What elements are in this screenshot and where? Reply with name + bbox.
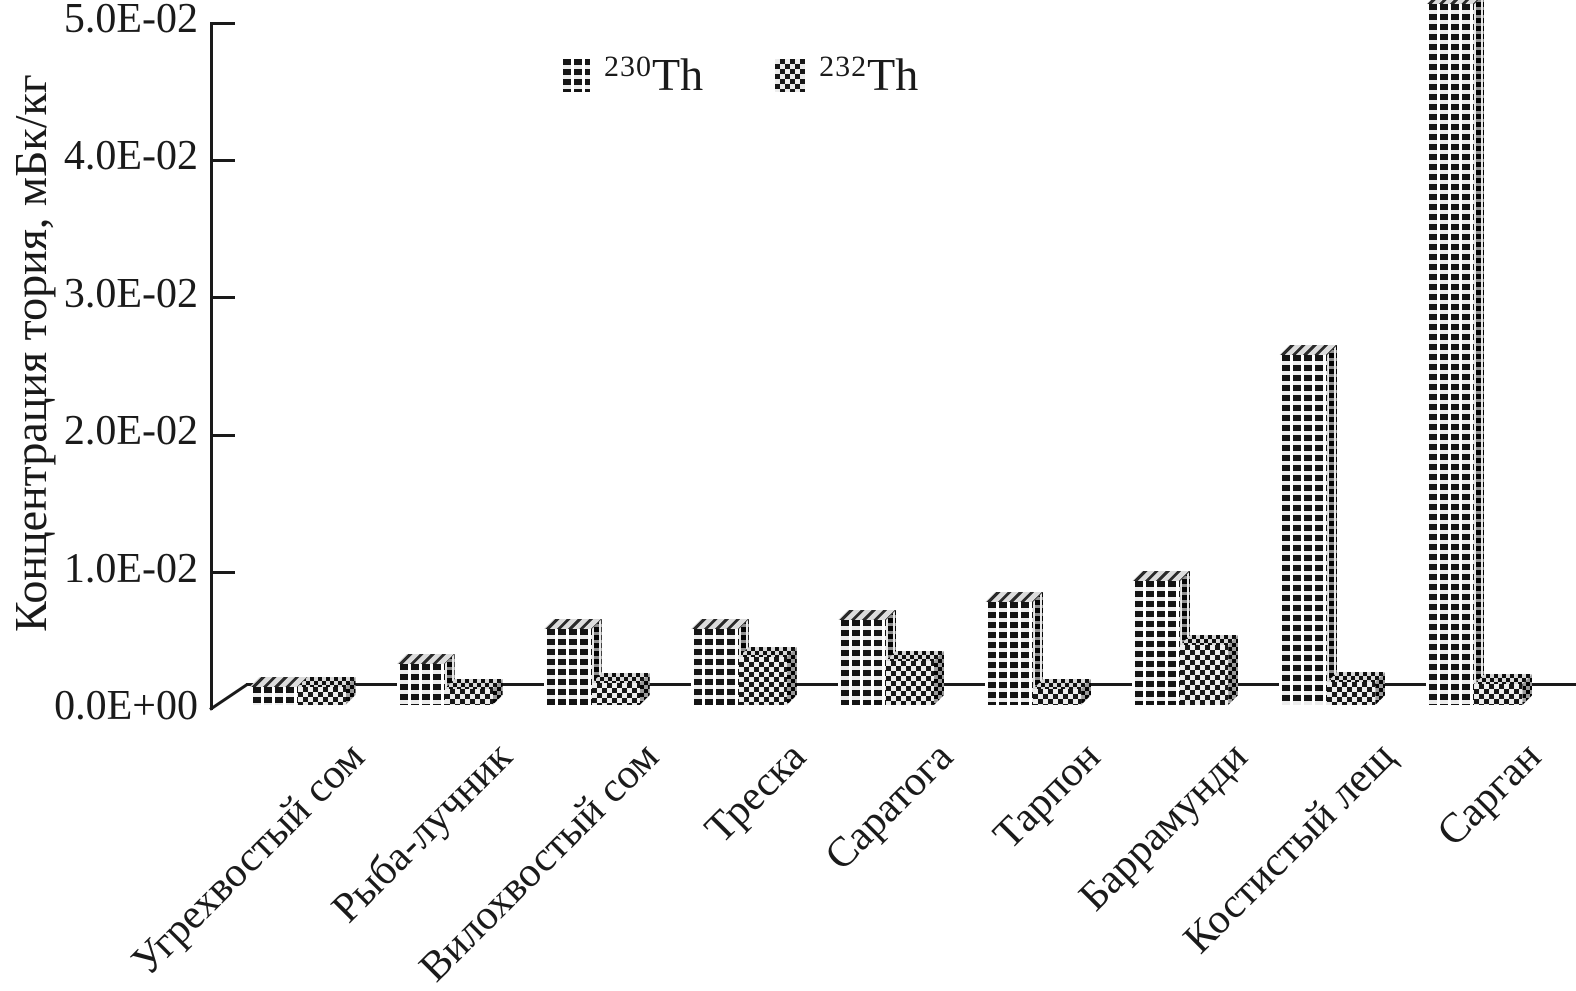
bar-230th bbox=[1279, 355, 1328, 705]
legend-label-232th: 232Th bbox=[819, 52, 918, 98]
bar-group bbox=[985, 602, 1082, 705]
y-tick-mark bbox=[210, 21, 235, 25]
bar-230th bbox=[690, 629, 739, 705]
bar-232th bbox=[738, 657, 787, 705]
legend-swatch-232th-pattern bbox=[775, 58, 806, 92]
y-tick-mark bbox=[210, 433, 235, 437]
y-tick-mark bbox=[210, 571, 235, 575]
legend-swatch-230th-pattern bbox=[560, 58, 590, 92]
x-category-label: Треска bbox=[696, 733, 815, 853]
bar-232th bbox=[297, 687, 346, 705]
y-tick-mark bbox=[210, 158, 235, 162]
y-tick-label: 0.0E+00 bbox=[54, 683, 198, 729]
bar-group bbox=[838, 620, 934, 705]
bar-232th bbox=[1327, 682, 1376, 705]
y-axis-line bbox=[210, 23, 213, 710]
y-tick-label: 3.0E-02 bbox=[63, 270, 198, 317]
bar-230th bbox=[838, 620, 886, 705]
bar-232th bbox=[591, 683, 640, 705]
x-category-label: Сарган bbox=[1428, 733, 1551, 856]
bar-230th bbox=[1426, 4, 1475, 705]
bar-230th bbox=[396, 664, 445, 705]
bar-232th bbox=[1474, 684, 1523, 705]
bar-group bbox=[1132, 581, 1229, 705]
y-tick-label: 2.0E-02 bbox=[63, 408, 198, 455]
bar-230th bbox=[543, 629, 592, 705]
legend-isotope-232: 232 bbox=[819, 50, 868, 83]
legend-item-230th: 230Th bbox=[560, 52, 703, 98]
bar-232th bbox=[886, 661, 934, 705]
bar-group bbox=[396, 664, 493, 705]
legend-element-230: Th bbox=[652, 49, 704, 100]
bar-232th bbox=[1033, 689, 1082, 705]
x-category-label: Угрехвостый сом bbox=[122, 733, 374, 985]
legend: 230Th 232Th bbox=[560, 52, 918, 98]
legend-isotope-230: 230 bbox=[604, 50, 652, 83]
bar-230th bbox=[985, 602, 1034, 705]
bar-232th bbox=[1180, 645, 1229, 705]
x-category-label: Саратога bbox=[816, 733, 963, 880]
bar-group bbox=[1426, 4, 1523, 705]
axis-corner-diagonal bbox=[209, 683, 249, 711]
legend-label-230th: 230Th bbox=[604, 52, 703, 98]
y-tick-mark bbox=[210, 296, 235, 300]
y-tick-label: 1.0E-02 bbox=[63, 545, 198, 592]
bar-230th bbox=[249, 687, 298, 705]
bar-232th bbox=[444, 689, 493, 705]
y-tick-label: 5.0E-02 bbox=[63, 0, 198, 42]
thorium-concentration-chart: Концентрация тория, мБк/кг 0.0E+00 1.0E-0… bbox=[0, 0, 1576, 967]
y-tick-label: 4.0E-02 bbox=[63, 133, 198, 180]
x-category-label: Тарпон bbox=[984, 733, 1110, 859]
bar-group bbox=[249, 687, 346, 705]
legend-item-232th: 232Th bbox=[775, 52, 918, 98]
legend-element-232: Th bbox=[867, 49, 919, 100]
bar-group bbox=[543, 629, 640, 705]
bar-group bbox=[1279, 355, 1376, 705]
bar-group bbox=[690, 629, 787, 705]
bar-230th bbox=[1132, 581, 1181, 705]
